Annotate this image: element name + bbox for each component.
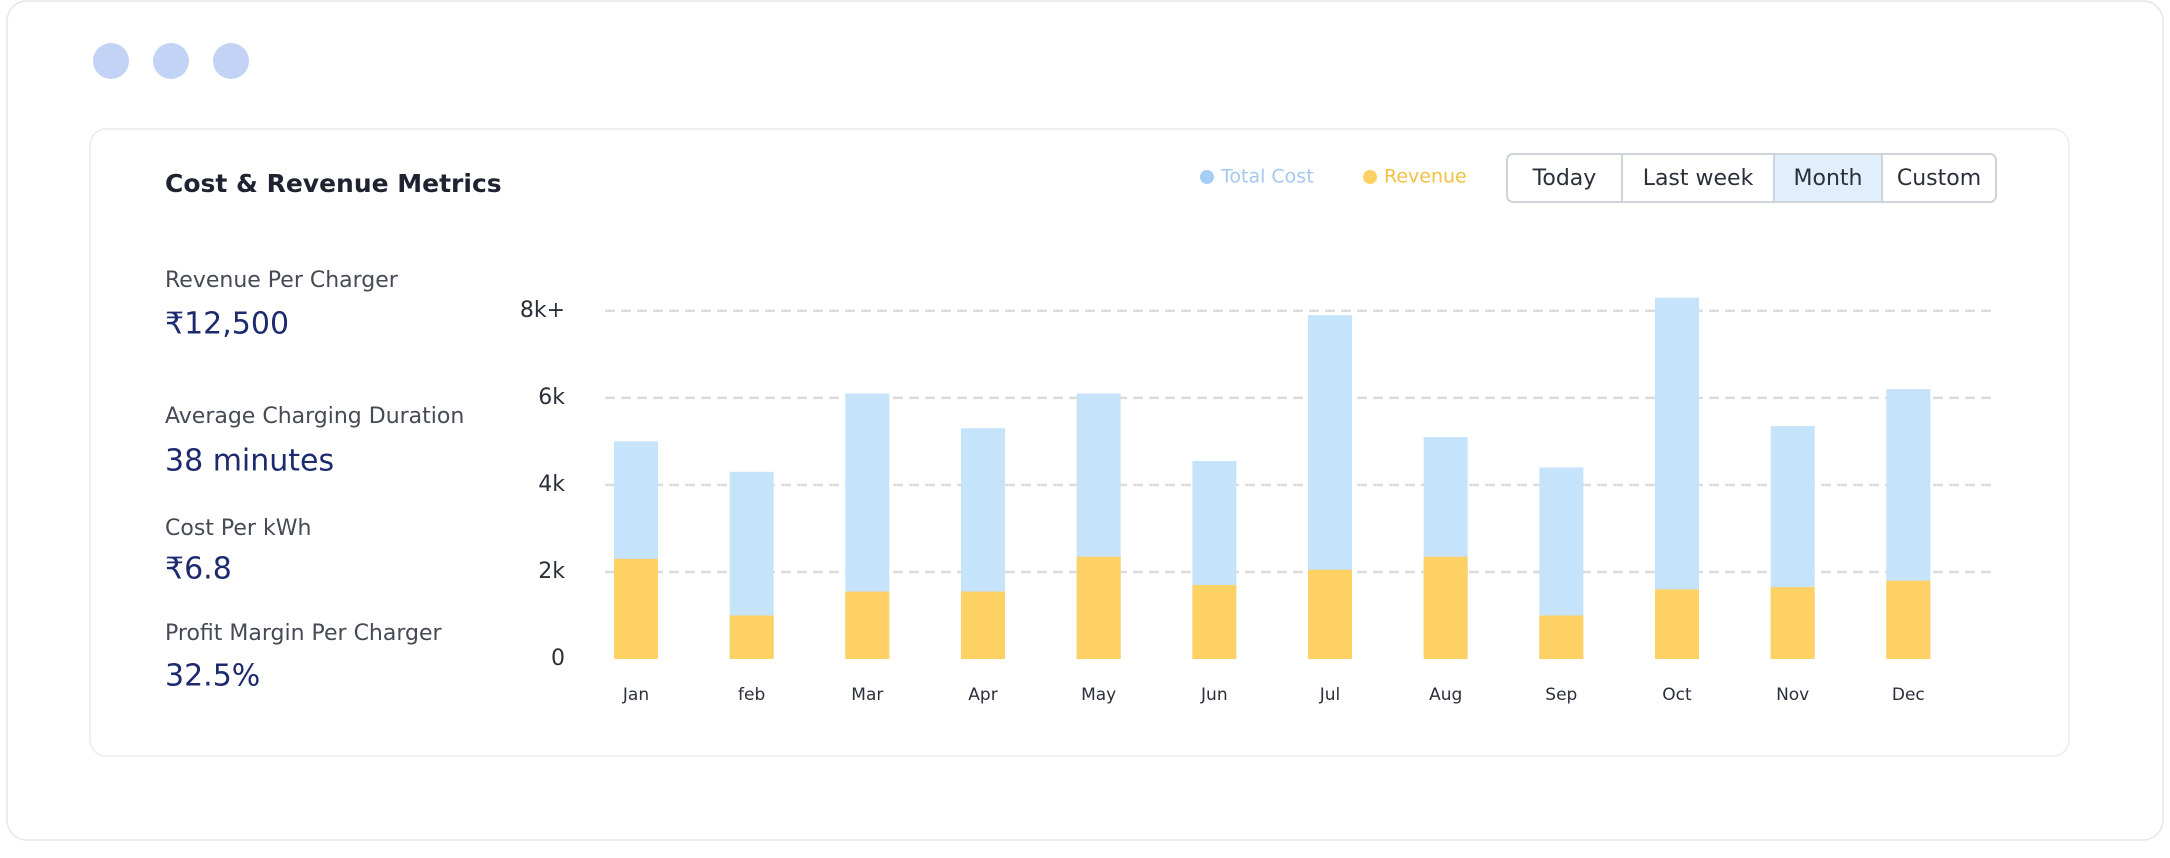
filter-button[interactable]: Month: [1794, 166, 1863, 191]
x-tick-label: Nov: [1776, 685, 1809, 705]
metric-value: 38 minutes: [165, 444, 334, 479]
x-tick-label: Apr: [968, 685, 997, 705]
x-tick-label: Sep: [1545, 685, 1577, 705]
filter-selected: [1775, 155, 1881, 201]
metric-label: Revenue Per Charger: [165, 268, 399, 293]
x-tick-label: May: [1081, 685, 1116, 705]
filter-button[interactable]: Today: [1532, 166, 1597, 191]
bar: [845, 591, 890, 659]
x-tick-label: Dec: [1892, 685, 1925, 705]
metric-value: 32.5%: [165, 659, 260, 694]
x-tick-label: Oct: [1662, 685, 1692, 705]
filter-button[interactable]: Custom: [1897, 166, 1981, 191]
x-tick-label: feb: [738, 685, 765, 705]
window-dot: [213, 43, 249, 79]
bar: [1076, 556, 1121, 659]
window-dot: [153, 43, 189, 79]
bar: [1539, 615, 1584, 659]
bar: [1655, 589, 1699, 659]
metric-value: ₹12,500: [165, 307, 289, 342]
metric-label: Cost Per kWh: [165, 516, 311, 541]
bar: [1423, 556, 1468, 659]
bar: [729, 615, 774, 659]
bar: [1886, 580, 1931, 659]
y-tick-label: 4k: [538, 472, 565, 497]
y-tick-label: 6k: [538, 385, 565, 410]
x-tick-label: Mar: [851, 685, 883, 705]
x-tick-label: Jun: [1200, 685, 1228, 705]
metric-label: Profit Margin Per Charger: [165, 621, 443, 646]
bar: [961, 591, 1005, 659]
metric-value: ₹6.8: [165, 552, 232, 587]
bar: [614, 558, 658, 659]
bar: [1308, 569, 1352, 659]
y-tick-label: 8k+: [520, 298, 565, 323]
card-title: Cost & Revenue Metrics: [165, 169, 502, 198]
legend-label: Revenue: [1384, 166, 1467, 188]
y-tick-label: 2k: [538, 559, 565, 584]
x-tick-label: Aug: [1429, 685, 1462, 705]
metric-label: Average Charging Duration: [165, 404, 464, 429]
window-dot: [93, 43, 129, 79]
x-tick-label: Jul: [1319, 685, 1341, 705]
legend-dot: [1200, 170, 1214, 184]
legend-dot: [1363, 170, 1377, 184]
x-tick-label: Jan: [622, 685, 649, 705]
y-tick-label: 0: [551, 646, 565, 671]
filter-button[interactable]: Last week: [1643, 166, 1754, 191]
legend-label: Total Cost: [1220, 166, 1314, 188]
bar: [1770, 587, 1815, 659]
bar: [1192, 585, 1237, 659]
